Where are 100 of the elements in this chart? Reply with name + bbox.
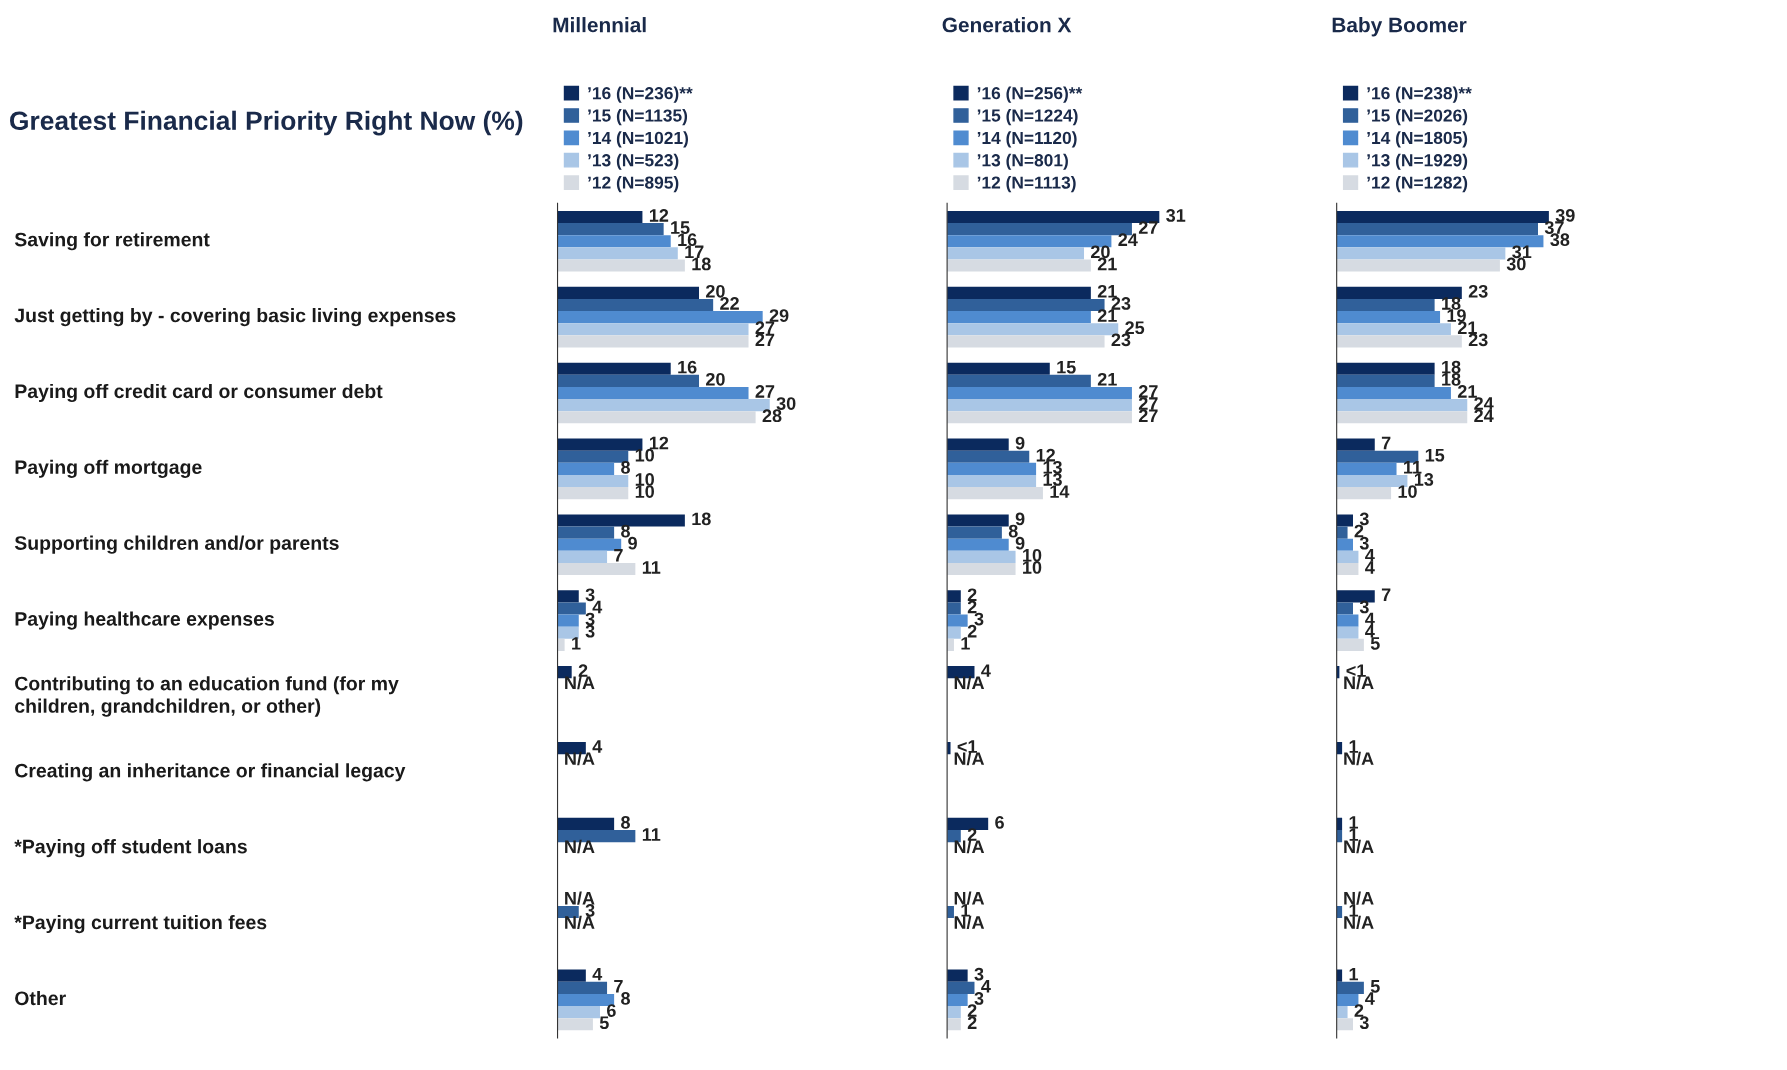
bar <box>947 993 968 1007</box>
data-label: 5 <box>599 1016 609 1030</box>
text: N/A <box>1344 891 1374 905</box>
bar <box>1336 830 1343 843</box>
data-label: 10 <box>1398 485 1417 498</box>
y-tick-label: Paying off mortgage <box>15 459 202 478</box>
bar <box>557 374 700 387</box>
data-label: 23 <box>1468 333 1488 347</box>
text: Greatest Financial Priority Right Now (%) <box>10 110 523 136</box>
data-label: 20 <box>1091 245 1110 259</box>
bar <box>1336 462 1397 475</box>
bar <box>947 602 961 615</box>
bar <box>557 223 664 236</box>
text: N/A <box>1344 675 1374 690</box>
text: N/A <box>954 915 985 930</box>
bar <box>947 514 1009 527</box>
legend-label: ’14 (N=1021) <box>588 131 689 148</box>
data-label: 31 <box>1166 209 1186 222</box>
bar <box>1336 487 1392 500</box>
bar <box>947 562 1016 576</box>
data-label: 4 <box>1365 992 1375 1005</box>
bar <box>557 487 629 500</box>
bar <box>557 286 700 299</box>
data-label: 2 <box>967 828 977 841</box>
bar <box>1336 817 1343 831</box>
bar <box>947 259 1091 272</box>
bar <box>557 614 579 627</box>
data-label: 10 <box>1023 561 1042 574</box>
data-label: 15 <box>1425 448 1445 462</box>
y-tick-label: Supporting children and/or parents <box>14 535 339 554</box>
data-label: 1 <box>1349 828 1359 841</box>
bar <box>1336 614 1359 627</box>
bar <box>947 399 1132 412</box>
bar <box>1336 438 1375 451</box>
data-label: 15 <box>1057 360 1076 374</box>
y-tick-label: Contributing to an education fund (for my children, grandchildren, or other) <box>15 676 399 717</box>
data-label: 23 <box>1468 284 1488 298</box>
bar <box>557 335 749 348</box>
data-label: 12 <box>649 436 669 450</box>
bar <box>1336 323 1451 336</box>
legend-label: ’16 (N=238)** <box>1367 86 1472 103</box>
bar <box>947 247 1085 260</box>
bar <box>1336 335 1462 348</box>
data-label: 3 <box>1359 512 1369 526</box>
legend-label: ’15 (N=1135) <box>588 108 688 126</box>
text: N/A <box>954 751 985 766</box>
data-label: 2 <box>578 664 588 677</box>
data-label: 4 <box>592 740 603 753</box>
bar <box>557 362 671 375</box>
bar <box>1336 626 1359 639</box>
bar <box>1336 742 1343 755</box>
data-label: 20 <box>706 372 725 386</box>
data-label: 9 <box>1015 512 1025 526</box>
data-label: 1 <box>1349 816 1359 829</box>
bar <box>947 362 1050 375</box>
bar <box>947 462 1037 475</box>
data-label: 8 <box>621 524 630 538</box>
data-label: 4 <box>592 600 603 614</box>
data-label: 14 <box>1050 485 1070 498</box>
data-label: 1 <box>961 637 970 650</box>
legend-label: ’16 (N=236)** <box>588 86 693 103</box>
data-label: 27 <box>755 321 775 334</box>
bar <box>1336 638 1364 651</box>
bar <box>557 323 749 336</box>
y-tick-label: Other <box>15 990 66 1006</box>
bar <box>557 210 643 224</box>
data-label: 12 <box>649 209 669 222</box>
bar <box>557 259 685 272</box>
data-label: 5 <box>1370 980 1380 993</box>
data-label: 21 <box>1097 372 1117 386</box>
data-label: 21 <box>1097 309 1117 322</box>
legend-label: ’13 (N=801) <box>977 153 1068 170</box>
data-label: 21 <box>1097 257 1117 271</box>
legend-label: ’15 (N=2026) <box>1367 108 1468 126</box>
data-label: 30 <box>1506 257 1526 271</box>
data-label: 38 <box>1550 233 1570 247</box>
bar <box>947 411 1132 424</box>
data-label: 27 <box>1138 221 1158 234</box>
bar <box>947 981 975 994</box>
data-label: 10 <box>1023 548 1042 562</box>
data-label: 27 <box>1138 397 1158 410</box>
data-label: 10 <box>635 448 654 462</box>
data-label: 2 <box>967 1016 977 1029</box>
bar <box>1336 526 1348 539</box>
bar <box>947 386 1132 400</box>
legend-label: ’12 (N=1113) <box>977 176 1076 193</box>
bar <box>947 311 1091 324</box>
data-label: 18 <box>692 512 711 526</box>
data-label: 4 <box>1365 624 1375 638</box>
data-label: 13 <box>1043 460 1062 474</box>
data-label: 23 <box>1111 333 1131 347</box>
data-label: 27 <box>755 333 775 347</box>
bar <box>557 1018 593 1031</box>
data-label: 2 <box>967 1004 977 1017</box>
data-label: 2 <box>967 588 977 601</box>
data-label: 1 <box>1349 740 1359 753</box>
bar <box>1336 905 1343 919</box>
legend-label: ’12 (N=1282) <box>1367 176 1468 193</box>
data-label: 25 <box>1125 321 1145 335</box>
bar <box>557 550 608 563</box>
